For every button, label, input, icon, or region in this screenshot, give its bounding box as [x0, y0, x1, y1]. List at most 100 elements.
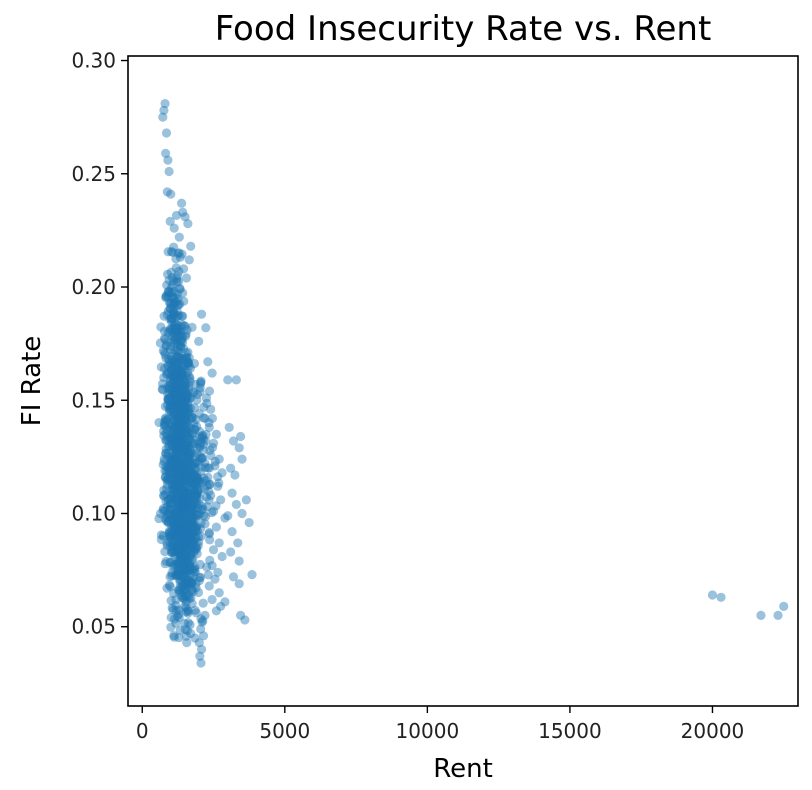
data-point: [167, 484, 177, 495]
data-point: [172, 371, 182, 381]
data-point: [169, 308, 179, 318]
data-point: [158, 505, 168, 516]
data-point: [172, 406, 182, 416]
data-point: [187, 564, 197, 574]
data-point: [177, 462, 187, 472]
data-point: [203, 357, 213, 367]
data-point: [173, 527, 184, 537]
data-point: [177, 198, 187, 208]
data-point: [176, 537, 186, 547]
data-point: [194, 477, 204, 487]
data-point: [169, 517, 179, 527]
data-point: [185, 535, 195, 545]
data-point: [179, 407, 190, 417]
data-point: [180, 539, 190, 549]
data-point: [159, 372, 169, 383]
data-point: [173, 547, 183, 558]
data-point: [177, 445, 187, 455]
data-point: [169, 416, 180, 426]
data-point: [169, 423, 179, 433]
data-point: [173, 443, 184, 453]
x-tick-label: 0: [136, 719, 149, 743]
data-point: [174, 561, 184, 571]
data-point: [175, 411, 185, 421]
data-point: [206, 490, 216, 500]
data-point: [176, 461, 186, 472]
data-point: [176, 391, 187, 401]
data-point: [176, 433, 186, 443]
data-point: [165, 216, 175, 226]
data-point: [163, 496, 173, 506]
data-point: [179, 525, 189, 535]
data-point: [180, 490, 190, 500]
data-point: [171, 254, 181, 264]
data-point: [178, 525, 188, 535]
data-point: [175, 331, 185, 341]
data-point: [184, 478, 195, 489]
data-point: [177, 428, 187, 439]
data-point: [191, 544, 202, 554]
data-point: [189, 459, 200, 469]
data-point: [178, 498, 188, 508]
data-point: [189, 438, 199, 449]
data-point: [181, 425, 191, 435]
data-point: [172, 414, 182, 424]
data-point: [176, 401, 186, 412]
data-point: [161, 428, 171, 438]
data-point: [183, 580, 193, 590]
data-point: [172, 533, 182, 543]
data-point: [197, 617, 207, 627]
data-point: [191, 498, 202, 509]
data-point: [191, 543, 201, 553]
data-point: [202, 562, 212, 572]
data-point: [163, 394, 173, 404]
data-point: [181, 378, 191, 388]
data-point: [172, 336, 182, 347]
data-point: [196, 376, 206, 386]
data-point: [172, 493, 182, 503]
data-point: [182, 472, 192, 482]
data-point: [172, 369, 182, 380]
data-point: [190, 435, 200, 445]
data-point: [172, 323, 183, 333]
data-point: [182, 625, 192, 636]
data-point: [186, 414, 196, 424]
data-point: [173, 443, 183, 453]
data-point: [166, 364, 177, 374]
data-point: [171, 532, 181, 542]
data-point: [172, 533, 182, 543]
data-point: [234, 556, 244, 566]
data-point: [172, 372, 182, 382]
data-point: [174, 467, 184, 477]
data-point: [171, 508, 181, 518]
data-point: [196, 309, 207, 319]
data-point: [192, 480, 202, 490]
data-point: [179, 531, 190, 541]
data-point: [180, 482, 190, 492]
data-point: [177, 591, 187, 601]
data-point: [175, 499, 186, 509]
data-point: [198, 598, 208, 608]
data-point: [164, 384, 175, 394]
data-point: [180, 401, 190, 411]
data-point: [169, 402, 180, 412]
data-point: [231, 375, 241, 385]
data-point: [158, 460, 168, 470]
data-point: [177, 311, 187, 321]
data-point: [171, 486, 182, 497]
data-point: [180, 491, 190, 501]
data-point: [170, 357, 181, 367]
data-point: [182, 545, 192, 555]
data-point: [190, 567, 200, 577]
data-point: [171, 595, 181, 605]
data-point: [180, 212, 190, 222]
data-point: [173, 432, 183, 442]
data-point: [220, 513, 230, 523]
data-point: [195, 651, 205, 661]
data-point: [176, 470, 187, 480]
data-point: [170, 359, 181, 369]
data-point: [186, 503, 196, 514]
data-point: [211, 606, 221, 616]
data-point: [178, 403, 188, 413]
data-point: [178, 492, 188, 503]
